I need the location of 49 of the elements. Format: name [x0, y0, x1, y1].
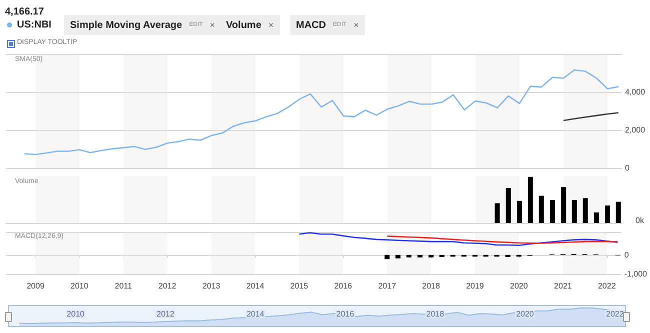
- y-tick-label: 0: [624, 250, 630, 260]
- bar: [550, 200, 555, 223]
- line-series: [386, 236, 618, 244]
- bar: [616, 202, 621, 223]
- x-tick-label: 2010: [66, 310, 86, 318]
- x-tick-label: 2014: [246, 282, 265, 290]
- y-tick-label: 0: [625, 164, 630, 172]
- x-tick-label: 2012: [158, 282, 177, 290]
- x-tick-label: 2010: [70, 282, 89, 290]
- text: 0k: [636, 216, 644, 225]
- bar: [516, 200, 522, 223]
- line-series: [298, 232, 618, 246]
- x-tick-label: 2016: [334, 282, 353, 290]
- x-tick-label: 2017: [378, 282, 397, 290]
- text: ×: [210, 20, 216, 30]
- bar: [494, 203, 500, 223]
- x-tick-label: 2011: [114, 282, 132, 290]
- text: MACD: [296, 20, 326, 30]
- bar: [605, 205, 610, 223]
- text: ×: [268, 20, 274, 30]
- legend-label: US:NBI: [17, 20, 52, 30]
- line-series: [562, 112, 620, 122]
- chart-title: 4,166.17: [5, 6, 44, 18]
- bar: [561, 187, 566, 223]
- text: Simple Moving Average: [70, 20, 182, 30]
- x-tick-label: 2022: [598, 282, 616, 290]
- bar: [528, 176, 533, 223]
- y-tick-label: 4,000: [625, 88, 646, 96]
- x-tick-label: 2009: [26, 282, 45, 290]
- line-series: [24, 69, 620, 156]
- bar: [538, 196, 544, 223]
- y-tick-label: -1,000: [624, 270, 648, 278]
- x-tick-label: 2021: [554, 282, 572, 290]
- text: ×: [354, 20, 359, 30]
- bar: [594, 212, 599, 223]
- x-tick-label: 2020: [510, 282, 528, 290]
- text: Volume: [226, 20, 262, 30]
- x-tick-label: 2019: [466, 282, 484, 290]
- x-tick-label: 2015: [290, 282, 309, 290]
- bar: [572, 200, 577, 223]
- x-tick-label: 2014: [246, 310, 265, 318]
- x-tick-label: 2016: [336, 310, 355, 318]
- bar: [582, 198, 588, 223]
- x-tick-label: 2022: [606, 310, 624, 318]
- x-tick-label: 2013: [202, 282, 221, 290]
- x-tick-label: 2018: [422, 282, 441, 290]
- x-tick-label: 2012: [156, 310, 175, 318]
- bar: [506, 188, 511, 223]
- y-tick-label: 2,000: [625, 126, 646, 134]
